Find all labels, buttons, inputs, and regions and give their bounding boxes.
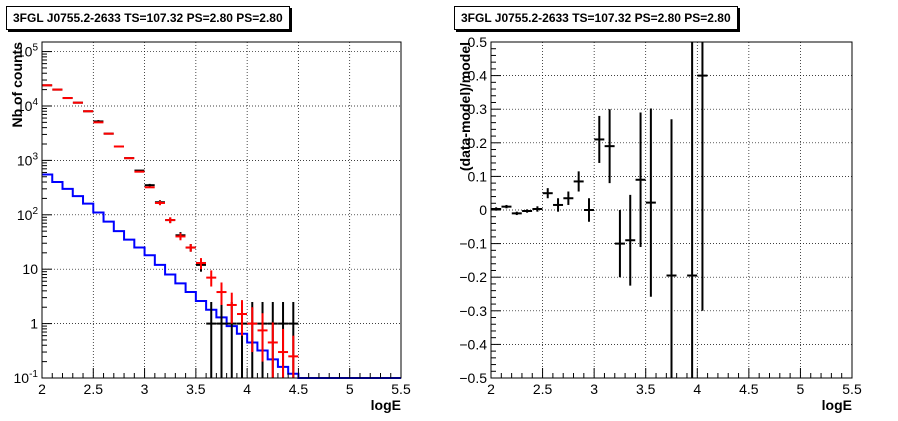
x-tick-label: 5.5 [842,381,862,397]
x-tick-label: 4 [243,381,251,397]
y-tick-label: 0 [479,202,487,218]
y-axis-title: Nb of counts [9,42,25,128]
y-tick-label: 0.5 [468,34,488,50]
y-tick-label: 104 [17,97,39,114]
x-tick-label: 2.5 [533,381,553,397]
x-axis-title: logE [371,397,401,413]
y-tick-label: 105 [17,43,39,60]
x-axis-title: logE [822,397,852,413]
left-chart-title: 3FGL J0755.2-2633 TS=107.32 PS=2.80 PS=2… [6,6,290,30]
y-tick-label: −0.3 [459,303,487,319]
x-tick-label: 3.5 [636,381,656,397]
right-plot: 2 2.5 3 3.5 4 4.5 5 5.5 −0.5 −0.4 −0.3 −0.2 −0.1 0 0.1… [457,34,862,413]
y-tick-label: 0.1 [468,168,488,184]
y-tick-label: 0.2 [468,135,488,151]
y-tick-label: −0.2 [459,269,487,285]
x-tick-label: 4 [693,381,701,397]
x-tick-label: 5.5 [391,381,411,397]
y-tick-label: 103 [17,151,39,168]
x-tick-label: 3.5 [186,381,206,397]
y-tick-label: −0.5 [459,370,487,386]
x-tick-label: 2.5 [84,381,104,397]
y-tick-label: 10-1 [14,369,39,386]
x-tick-label: 3 [590,381,598,397]
x-tick-label: 2 [38,381,46,397]
x-tick-label: 3 [141,381,149,397]
x-tick-label: 4.5 [289,381,309,397]
x-tick-label: 5 [797,381,805,397]
left-plot: 2 2.5 3 3.5 4 4.5 5 5.5 10-1 1 10 102 103 104 105 logE N… [9,41,411,413]
y-tick-label: 10 [22,261,38,277]
y-axis-title: (data-model)/model [457,42,473,171]
x-tick-label: 4.5 [739,381,759,397]
y-tick-label: −0.4 [459,336,487,352]
y-tick-label: 1 [30,316,38,332]
y-tick-label: 102 [17,206,39,223]
right-chart-title: 3FGL J0755.2-2633 TS=107.32 PS=2.80 PS=2… [454,6,738,30]
y-tick-label: 0.4 [468,68,488,84]
y-tick-label: −0.1 [459,236,487,252]
x-tick-label: 5 [346,381,354,397]
y-tick-label: 0.3 [468,101,488,117]
plot-frame [41,41,402,379]
x-tick-label: 2 [487,381,495,397]
